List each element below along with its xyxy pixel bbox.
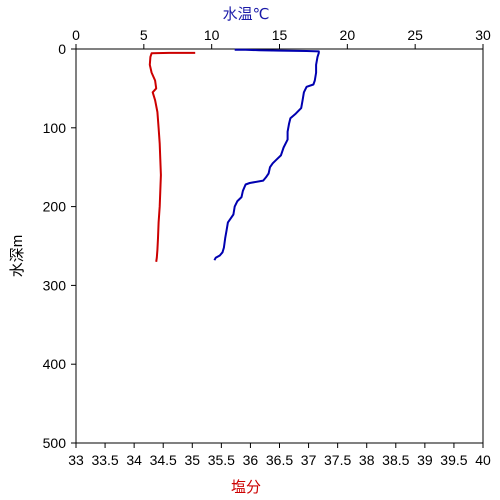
bottom-axis-title: 塩分 (231, 479, 261, 496)
top-axis-ticks: 0 5 10 15 20 25 30 (72, 27, 491, 49)
y-axis-title: 水深m (9, 235, 26, 278)
temperature-profile-line (213, 48, 320, 261)
series-layer (148, 48, 320, 262)
top-tick-label: 0 (72, 27, 80, 43)
bottom-tick-label: 35 (184, 452, 200, 468)
top-tick-label: 15 (272, 27, 288, 43)
top-tick-label: 20 (340, 27, 356, 43)
top-tick-label: 30 (475, 27, 491, 43)
bottom-axis-ticks: 33 33.5 34 34.5 35 35.5 36 36.5 37 37.5 38 38.5 39 39… (68, 443, 491, 468)
top-tick-label: 25 (407, 27, 423, 43)
bottom-tick-label: 38.5 (382, 452, 409, 468)
bottom-tick-label: 39.5 (440, 452, 467, 468)
bottom-tick-label: 38 (359, 452, 375, 468)
bottom-tick-label: 40 (475, 452, 491, 468)
bottom-tick-label: 36.5 (266, 452, 293, 468)
bottom-tick-label: 34 (126, 452, 142, 468)
bottom-tick-label: 34.5 (150, 452, 177, 468)
depth-tick-label: 500 (43, 435, 67, 451)
depth-axis-ticks: 0 100 200 300 400 500 (43, 41, 76, 451)
bottom-tick-label: 33 (68, 452, 84, 468)
bottom-tick-label: 33.5 (91, 452, 118, 468)
depth-tick-label: 300 (43, 277, 67, 293)
top-tick-label: 5 (140, 27, 148, 43)
depth-tick-label: 100 (43, 120, 67, 136)
bottom-tick-label: 36 (243, 452, 259, 468)
depth-tick-label: 0 (58, 41, 66, 57)
bottom-tick-label: 37.5 (324, 452, 351, 468)
top-tick-label: 10 (204, 27, 220, 43)
bottom-tick-label: 39 (417, 452, 433, 468)
depth-tick-label: 400 (43, 356, 67, 372)
plot-area-frame (75, 48, 484, 444)
top-axis-title: 水温℃ (223, 6, 270, 23)
bottom-tick-label: 37 (301, 452, 317, 468)
bottom-tick-label: 35.5 (208, 452, 235, 468)
salinity-profile-line (148, 51, 196, 262)
depth-tick-label: 200 (43, 199, 67, 215)
